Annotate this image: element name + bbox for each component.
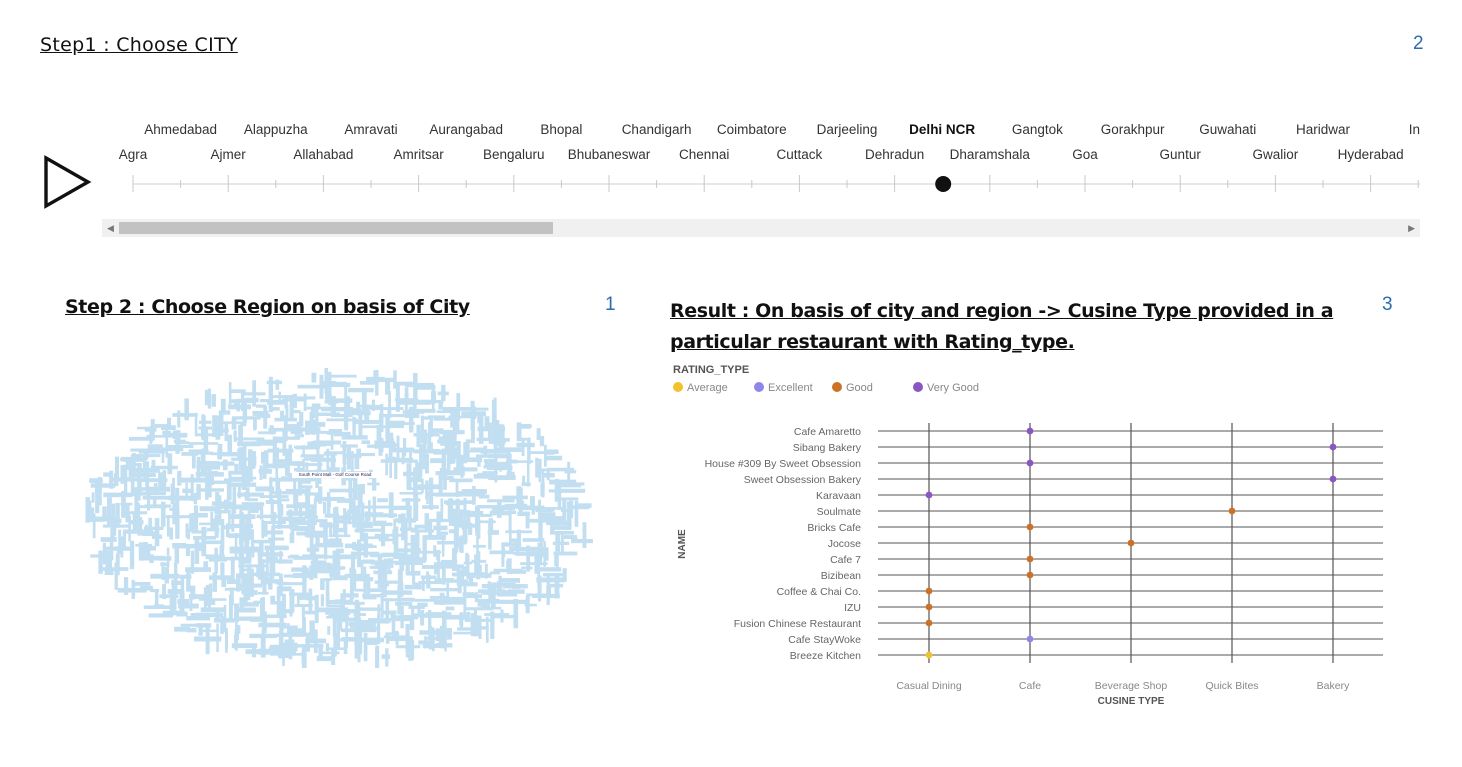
scroll-right-icon[interactable]: ▶ [1408, 223, 1415, 233]
data-point[interactable] [1026, 459, 1034, 467]
y-axis-label: NAME [677, 529, 688, 559]
city-label[interactable]: Bhopal [540, 122, 583, 137]
play-icon[interactable] [42, 155, 94, 211]
legend-entry[interactable]: Good [846, 382, 873, 394]
data-point[interactable] [1127, 539, 1135, 547]
city-label[interactable]: Bengaluru [483, 147, 545, 162]
scroll-left-icon[interactable]: ◀ [107, 223, 114, 233]
x-tick-label: Bakery [1317, 680, 1350, 692]
city-label[interactable]: Amravati [344, 122, 398, 137]
city-label[interactable]: Gwalior [1252, 147, 1299, 162]
x-tick-label: Casual Dining [896, 680, 962, 692]
y-tick-label: Soulmate [817, 506, 862, 518]
timeline-scrollbar[interactable]: ◀ ▶ [102, 219, 1420, 237]
x-tick-label: Quick Bites [1205, 680, 1258, 692]
y-tick-label: House #309 By Sweet Obsession [705, 458, 862, 470]
city-label[interactable]: Amritsar [393, 147, 444, 162]
city-label[interactable]: Alappuzha [243, 122, 308, 137]
panel-number-timeline: 2 [1413, 33, 1424, 54]
city-label[interactable]: Bhubaneswar [567, 147, 651, 162]
data-point[interactable] [1026, 523, 1034, 531]
y-tick-label: Jocose [828, 538, 861, 550]
city-label[interactable]: Delhi NCR [909, 122, 976, 137]
city-label[interactable]: Aurangabad [429, 122, 503, 137]
result-title: Result : On basis of city and region -> … [670, 300, 1334, 353]
city-timeline[interactable]: Agra Ahmedabad Ajmer Alappuzha Allahabad Amra… [105, 110, 1420, 200]
legend-swatch [913, 382, 923, 392]
city-label[interactable]: Darjeeling [816, 122, 878, 137]
city-label[interactable]: Coimbatore [716, 122, 787, 137]
wordcloud-selected-region[interactable]: South Point Mall - Golf Course Road [299, 472, 372, 477]
y-tick-label: Cafe StayWoke [788, 634, 861, 646]
city-label[interactable]: Hyderabad [1337, 147, 1404, 162]
city-label[interactable]: Allahabad [293, 147, 354, 162]
y-tick-label: Breeze Kitchen [790, 650, 861, 662]
panel-number-result: 3 [1382, 294, 1393, 315]
panel-number-region: 1 [605, 294, 616, 315]
city-label[interactable]: Ind [1408, 122, 1420, 137]
y-tick-label: IZU [844, 602, 861, 614]
city-label[interactable]: Ahmedabad [144, 122, 217, 137]
data-point[interactable] [925, 491, 933, 499]
city-label[interactable]: Goa [1072, 147, 1098, 162]
x-tick-label: Beverage Shop [1095, 680, 1168, 692]
legend-swatch [754, 382, 764, 392]
data-point[interactable] [925, 587, 933, 595]
data-point[interactable] [1026, 555, 1034, 563]
city-label[interactable]: Chennai [679, 147, 730, 162]
y-tick-label: Bizibean [821, 570, 861, 582]
y-tick-label: Bricks Cafe [807, 522, 861, 534]
timeline-slider-handle[interactable] [935, 176, 952, 192]
y-tick-label: Karavaan [816, 490, 861, 502]
region-wordcloud[interactable]: South Point Mall - Golf Course Road [80, 368, 595, 668]
legend-swatch [832, 382, 842, 392]
cuisine-rating-chart: RATING_TYPE Average Excellent Good Very Goo… [673, 364, 1383, 707]
city-label[interactable]: Dehradun [864, 147, 925, 162]
legend-swatch [673, 382, 683, 392]
step2-title: Step 2 : Choose Region on basis of City [65, 296, 470, 318]
city-label[interactable]: Dharamshala [949, 147, 1030, 162]
data-point[interactable] [1026, 635, 1034, 643]
city-label[interactable]: Chandigarh [621, 122, 692, 137]
scroll-thumb[interactable] [119, 222, 553, 234]
city-label[interactable]: Haridwar [1295, 122, 1351, 137]
city-label[interactable]: Gorakhpur [1100, 122, 1165, 137]
data-point[interactable] [925, 603, 933, 611]
data-point[interactable] [1329, 443, 1337, 451]
y-tick-label: Cafe Amaretto [794, 426, 861, 438]
step1-title: Step1 : Choose CITY [40, 34, 238, 56]
x-axis-label: CUSINE TYPE [1098, 696, 1165, 707]
y-tick-label: Sweet Obsession Bakery [744, 474, 862, 486]
legend-entry[interactable]: Excellent [768, 382, 813, 394]
city-label[interactable]: Guwahati [1199, 122, 1257, 137]
data-point[interactable] [925, 651, 933, 659]
data-point[interactable] [1329, 475, 1337, 483]
city-label[interactable]: Gangtok [1011, 122, 1063, 137]
city-label[interactable]: Guntur [1159, 147, 1201, 162]
city-label[interactable]: Agra [118, 147, 148, 162]
y-tick-label: Coffee & Chai Co. [777, 586, 861, 598]
y-tick-label: Cafe 7 [830, 554, 861, 566]
timeline-track[interactable] [105, 110, 1420, 200]
legend-title: RATING_TYPE [673, 364, 749, 376]
legend-entry[interactable]: Very Good [927, 382, 979, 394]
y-tick-label: Fusion Chinese Restaurant [734, 618, 861, 630]
data-point[interactable] [925, 619, 933, 627]
city-label[interactable]: Cuttack [776, 147, 823, 162]
data-point[interactable] [1026, 427, 1034, 435]
x-tick-label: Cafe [1019, 680, 1041, 692]
legend-entry[interactable]: Average [687, 382, 728, 394]
city-label[interactable]: Ajmer [210, 147, 246, 162]
y-tick-label: Sibang Bakery [793, 442, 862, 454]
data-point[interactable] [1026, 571, 1034, 579]
data-point[interactable] [1228, 507, 1236, 515]
